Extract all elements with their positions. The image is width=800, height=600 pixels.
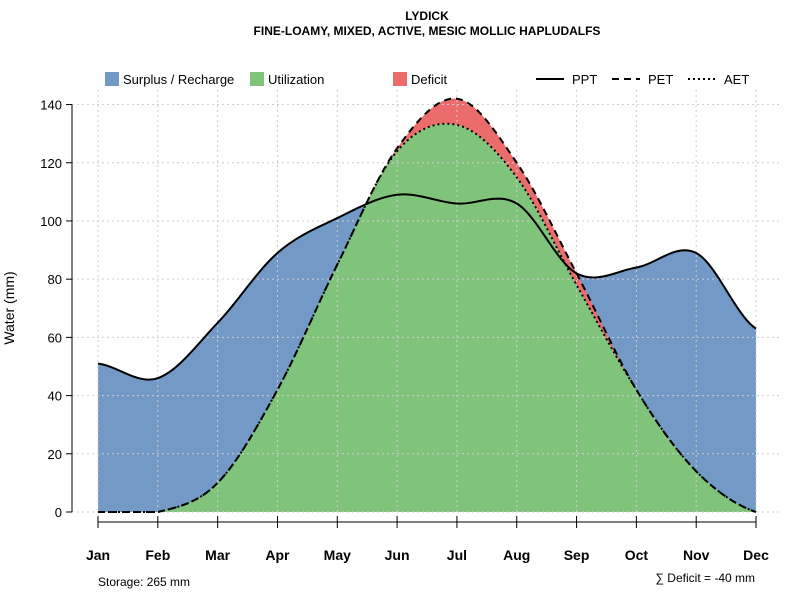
x-tick-label-jun: Jun <box>385 547 410 563</box>
legend: Surplus / Recharge Utilization Deficit PPT P… <box>105 72 749 87</box>
x-tick-label-sep: Sep <box>564 547 590 563</box>
x-tick-label-jan: Jan <box>86 547 110 563</box>
legend-swatch-utilization <box>250 72 264 86</box>
x-tick-label-nov: Nov <box>683 547 710 563</box>
deficit-label: ∑ Deficit = -40 mm <box>655 571 755 585</box>
axes: 0 20 40 60 80 100 120 140 Jan Feb Mar Apr May Jun Jul A… <box>40 98 769 563</box>
x-tick-label-apr: Apr <box>265 547 290 563</box>
legend-label: AET <box>724 72 749 87</box>
y-tick-label: 0 <box>55 505 62 520</box>
y-tick-label: 100 <box>40 214 62 229</box>
legend-swatch-deficit <box>393 72 407 86</box>
chart-title: LYDICK <box>405 9 449 23</box>
pet-line <box>98 97 757 513</box>
x-tick-label-feb: Feb <box>145 547 170 563</box>
x-tick-label-dec: Dec <box>743 547 769 563</box>
x-tick-label-aug: Aug <box>503 547 530 563</box>
ppt-line <box>97 193 757 381</box>
legend-swatch-surplus-recharge <box>105 72 119 86</box>
y-tick-label: 60 <box>48 330 62 345</box>
area-fills <box>98 98 757 513</box>
x-tick-label-jul: Jul <box>447 547 467 563</box>
storage-label: Storage: 265 mm <box>98 575 190 589</box>
y-tick-label: 80 <box>48 272 62 287</box>
x-tick-label-may: May <box>324 547 351 563</box>
y-tick-label: 40 <box>48 389 62 404</box>
y-tick-label: 20 <box>48 447 62 462</box>
legend-label: Utilization <box>268 72 324 87</box>
y-tick-label: 140 <box>40 98 62 113</box>
gridlines <box>72 90 780 513</box>
legend-label: PPT <box>572 72 597 87</box>
utilization-area <box>98 123 757 513</box>
y-axis-title: Water (mm) <box>1 271 17 344</box>
x-tick-label-mar: Mar <box>205 547 230 563</box>
chart-subtitle: FINE-LOAMY, MIXED, ACTIVE, MESIC MOLLIC … <box>254 24 601 38</box>
y-tick-label: 120 <box>40 156 62 171</box>
legend-label: PET <box>648 72 673 87</box>
x-tick-label-oct: Oct <box>625 547 649 563</box>
legend-label: Surplus / Recharge <box>123 72 234 87</box>
legend-label: Deficit <box>411 72 448 87</box>
series-lines <box>97 97 757 513</box>
